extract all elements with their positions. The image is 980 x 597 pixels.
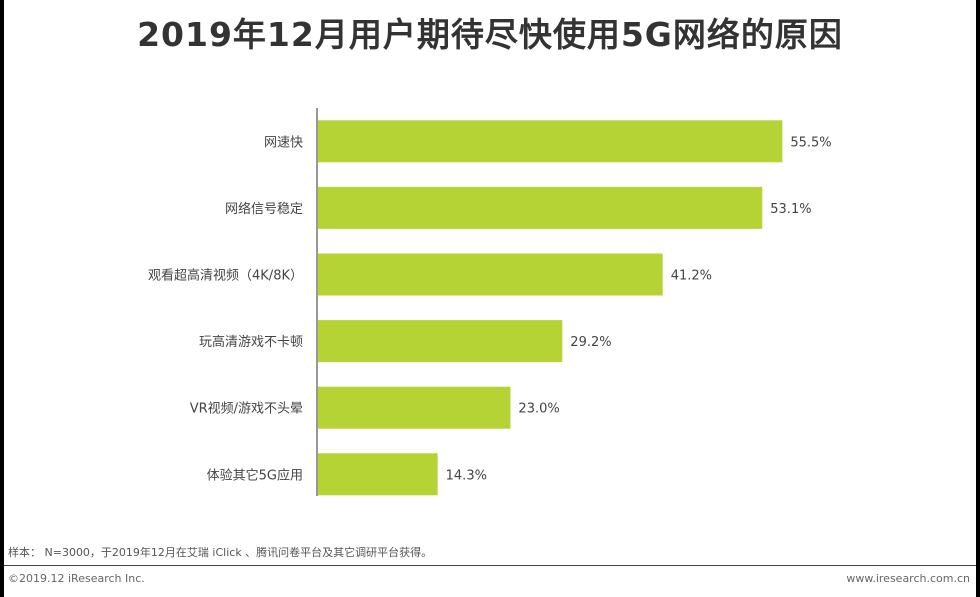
bar-5 [318, 386, 511, 429]
category-label: 观看超高清视频（4K/8K） [148, 268, 303, 284]
category-label: 网速快 [264, 135, 303, 150]
bar-6 [318, 453, 438, 496]
category-label: 玩高清游戏不卡顿 [199, 334, 303, 350]
footer-divider [4, 565, 976, 566]
bar-2 [318, 186, 763, 229]
bar-4 [318, 320, 563, 363]
website-text: www.iresearch.com.cn [846, 572, 970, 585]
category-label: 网络信号稳定 [225, 201, 303, 217]
value-label: 29.2% [570, 335, 611, 350]
bars-group: 网速快 55.5% 网络信号稳定 53.1% 观看超高清视频（4K/8K） 41.2% 玩高… [148, 120, 832, 496]
value-label: 53.1% [770, 202, 811, 217]
sample-note: 样本： N=3000，于2019年12月在艾瑞 iClick 、腾讯问卷平台及其… [8, 546, 433, 559]
value-label: 23.0% [518, 402, 559, 417]
category-label: VR视频/游戏不头晕 [190, 402, 303, 417]
bar-chart: 网速快 55.5% 网络信号稳定 53.1% 观看超高清视频（4K/8K） 41.2% 玩高… [148, 108, 832, 496]
category-label: 体验其它5G应用 [207, 467, 303, 483]
copyright-text: ©2019.12 iResearch Inc. [8, 572, 145, 585]
value-label: 41.2% [671, 269, 712, 284]
chart-frame: 2019年12月用户期待尽快使用5G网络的原因 网速快 55.5% 网络信号稳定 53… [4, 0, 976, 597]
bar-1 [318, 120, 783, 163]
bar-3 [318, 253, 663, 296]
chart-title: 2019年12月用户期待尽快使用5G网络的原因 [137, 15, 843, 54]
value-label: 55.5% [790, 135, 831, 150]
value-label: 14.3% [446, 468, 487, 483]
